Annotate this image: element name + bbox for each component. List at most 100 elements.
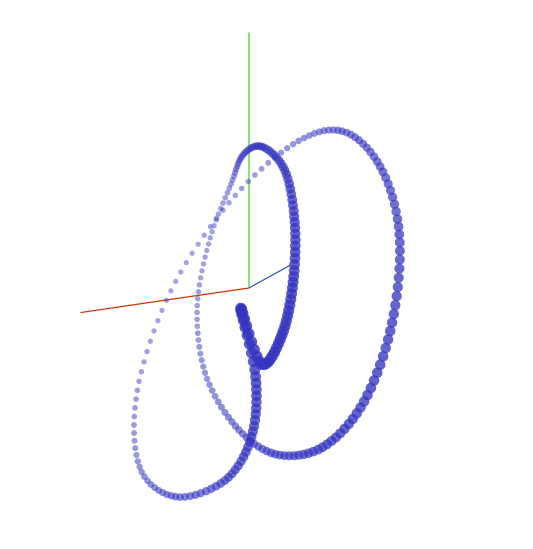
data-point (214, 398, 222, 406)
data-point (183, 259, 189, 266)
data-point (394, 263, 405, 274)
data-point (136, 463, 143, 471)
data-point (205, 241, 212, 247)
data-point (394, 245, 405, 256)
data-point (211, 392, 219, 400)
data-point (168, 288, 174, 294)
data-point (377, 351, 389, 362)
data-point (278, 149, 285, 156)
data-point (295, 137, 302, 145)
data-point (136, 378, 142, 385)
data-point (218, 403, 225, 411)
data-point (208, 387, 216, 394)
data-point (226, 199, 232, 206)
data-point (388, 308, 399, 320)
data-point (284, 144, 291, 152)
data-point (151, 328, 157, 334)
data-point (218, 205, 224, 212)
data-point (196, 343, 203, 350)
data-point (391, 290, 402, 302)
data-point (138, 368, 145, 375)
data-point (134, 387, 141, 394)
data-point (392, 281, 403, 293)
data-point (305, 132, 313, 139)
scatter-points (131, 126, 405, 501)
data-point (390, 300, 401, 311)
data-point (195, 337, 202, 344)
data-point (203, 375, 211, 382)
data-point (131, 437, 138, 444)
coordinate-axes (80, 32, 291, 314)
data-point (194, 316, 200, 323)
data-point (133, 451, 140, 459)
data-point (132, 445, 139, 452)
z-axis-line (248, 264, 291, 289)
data-point (232, 192, 239, 199)
data-point (384, 325, 396, 337)
data-point (178, 269, 184, 275)
data-point (389, 199, 400, 209)
data-point (289, 141, 297, 148)
data-point (144, 348, 150, 355)
data-point (131, 421, 137, 428)
data-point (300, 134, 308, 142)
data-point (132, 405, 138, 411)
data-point (206, 381, 213, 388)
data-point (194, 309, 200, 316)
data-point (201, 369, 209, 376)
data-point (213, 215, 220, 221)
data-point (202, 254, 208, 260)
data-point (189, 250, 195, 256)
data-point (394, 237, 405, 248)
data-point (258, 165, 265, 172)
data-point (195, 289, 202, 295)
data-point (394, 254, 405, 265)
data-point (163, 297, 169, 303)
data-point (159, 307, 165, 314)
data-point (220, 207, 226, 213)
data-point (224, 189, 231, 196)
data-point (380, 342, 391, 354)
data-point (199, 268, 205, 274)
data-point (204, 247, 210, 254)
data-point (147, 338, 153, 344)
data-point (196, 282, 203, 288)
data-point (226, 185, 233, 192)
data-point (382, 334, 394, 345)
data-point (155, 317, 161, 324)
data-point (245, 178, 252, 185)
data-point (194, 330, 201, 337)
data-point (201, 232, 207, 238)
data-point (394, 229, 405, 240)
data-point (197, 350, 204, 357)
data-point (240, 320, 253, 332)
data-point (134, 458, 141, 465)
data-point (209, 229, 215, 235)
data-point (392, 214, 403, 224)
data-point (222, 194, 229, 201)
data-point (200, 261, 207, 267)
x-axis-line (80, 287, 250, 314)
data-point (194, 302, 200, 309)
data-point (198, 357, 205, 364)
data-point (200, 363, 207, 370)
data-point (131, 430, 138, 436)
data-point (194, 323, 201, 330)
data-point (252, 172, 258, 178)
data-point (207, 223, 214, 230)
data-point (133, 396, 139, 402)
data-point (386, 317, 398, 328)
data-point (215, 211, 222, 217)
data-point (194, 295, 201, 302)
data-point (197, 275, 204, 281)
data-point (173, 278, 179, 284)
data-point (228, 180, 235, 187)
data-point (131, 413, 138, 420)
data-point (213, 217, 219, 223)
data-point (195, 241, 201, 247)
data-point (368, 375, 380, 386)
data-point (238, 185, 245, 192)
data-point (220, 200, 226, 206)
data-point (393, 272, 404, 283)
